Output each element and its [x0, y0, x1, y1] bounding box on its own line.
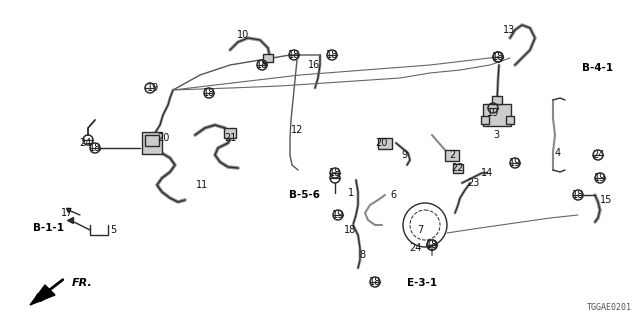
Text: 19: 19: [147, 83, 159, 93]
Text: 24: 24: [79, 138, 91, 148]
Text: 12: 12: [291, 125, 303, 135]
Text: 9: 9: [401, 150, 407, 160]
Bar: [506, 116, 514, 124]
Text: 18: 18: [344, 225, 356, 235]
Polygon shape: [30, 285, 55, 305]
Text: 18: 18: [369, 277, 381, 287]
Bar: [481, 116, 489, 124]
Text: 1: 1: [348, 188, 354, 198]
Text: 6: 6: [390, 190, 396, 200]
Text: 22: 22: [452, 163, 464, 173]
Text: E-3-1: E-3-1: [407, 278, 437, 288]
Text: 20: 20: [375, 138, 387, 148]
Text: 4: 4: [555, 148, 561, 158]
Text: 18: 18: [288, 50, 300, 60]
Text: 21: 21: [224, 133, 236, 143]
Text: 3: 3: [493, 130, 499, 140]
Text: 10: 10: [237, 30, 249, 40]
Text: 18: 18: [329, 168, 341, 178]
Text: B-5-6: B-5-6: [289, 190, 321, 200]
Text: 18: 18: [492, 52, 504, 62]
Bar: [445, 149, 459, 161]
Text: 11: 11: [196, 180, 208, 190]
Text: B-4-1: B-4-1: [582, 63, 614, 73]
Bar: [492, 96, 502, 104]
Text: 18: 18: [203, 88, 215, 98]
Text: 18: 18: [326, 50, 338, 60]
Bar: [378, 138, 392, 148]
Text: 18: 18: [426, 240, 438, 250]
Text: 14: 14: [481, 168, 493, 178]
Text: 5: 5: [110, 225, 116, 235]
Text: 18: 18: [89, 143, 101, 153]
Text: 16: 16: [308, 60, 320, 70]
Text: 13: 13: [503, 25, 515, 35]
Bar: [263, 54, 273, 62]
Text: 24: 24: [592, 150, 604, 160]
Text: 8: 8: [359, 250, 365, 260]
Text: 23: 23: [467, 178, 479, 188]
Text: 19: 19: [594, 173, 606, 183]
Text: 19: 19: [487, 108, 499, 118]
Bar: [483, 104, 511, 126]
Bar: [453, 164, 463, 172]
Text: 2: 2: [449, 150, 455, 160]
Bar: [145, 134, 159, 146]
Bar: [142, 132, 162, 154]
Text: 19: 19: [332, 210, 344, 220]
Text: 7: 7: [417, 225, 423, 235]
Text: 18: 18: [256, 60, 268, 70]
Text: 15: 15: [600, 195, 612, 205]
Text: 19: 19: [509, 158, 521, 168]
Text: FR.: FR.: [72, 278, 93, 288]
Bar: [224, 128, 236, 138]
Text: 17: 17: [61, 208, 73, 218]
Text: 24: 24: [409, 243, 421, 253]
Text: TGGAE0201: TGGAE0201: [587, 303, 632, 312]
Text: 18: 18: [572, 190, 584, 200]
Text: B-1-1: B-1-1: [33, 223, 63, 233]
Text: 20: 20: [157, 133, 169, 143]
